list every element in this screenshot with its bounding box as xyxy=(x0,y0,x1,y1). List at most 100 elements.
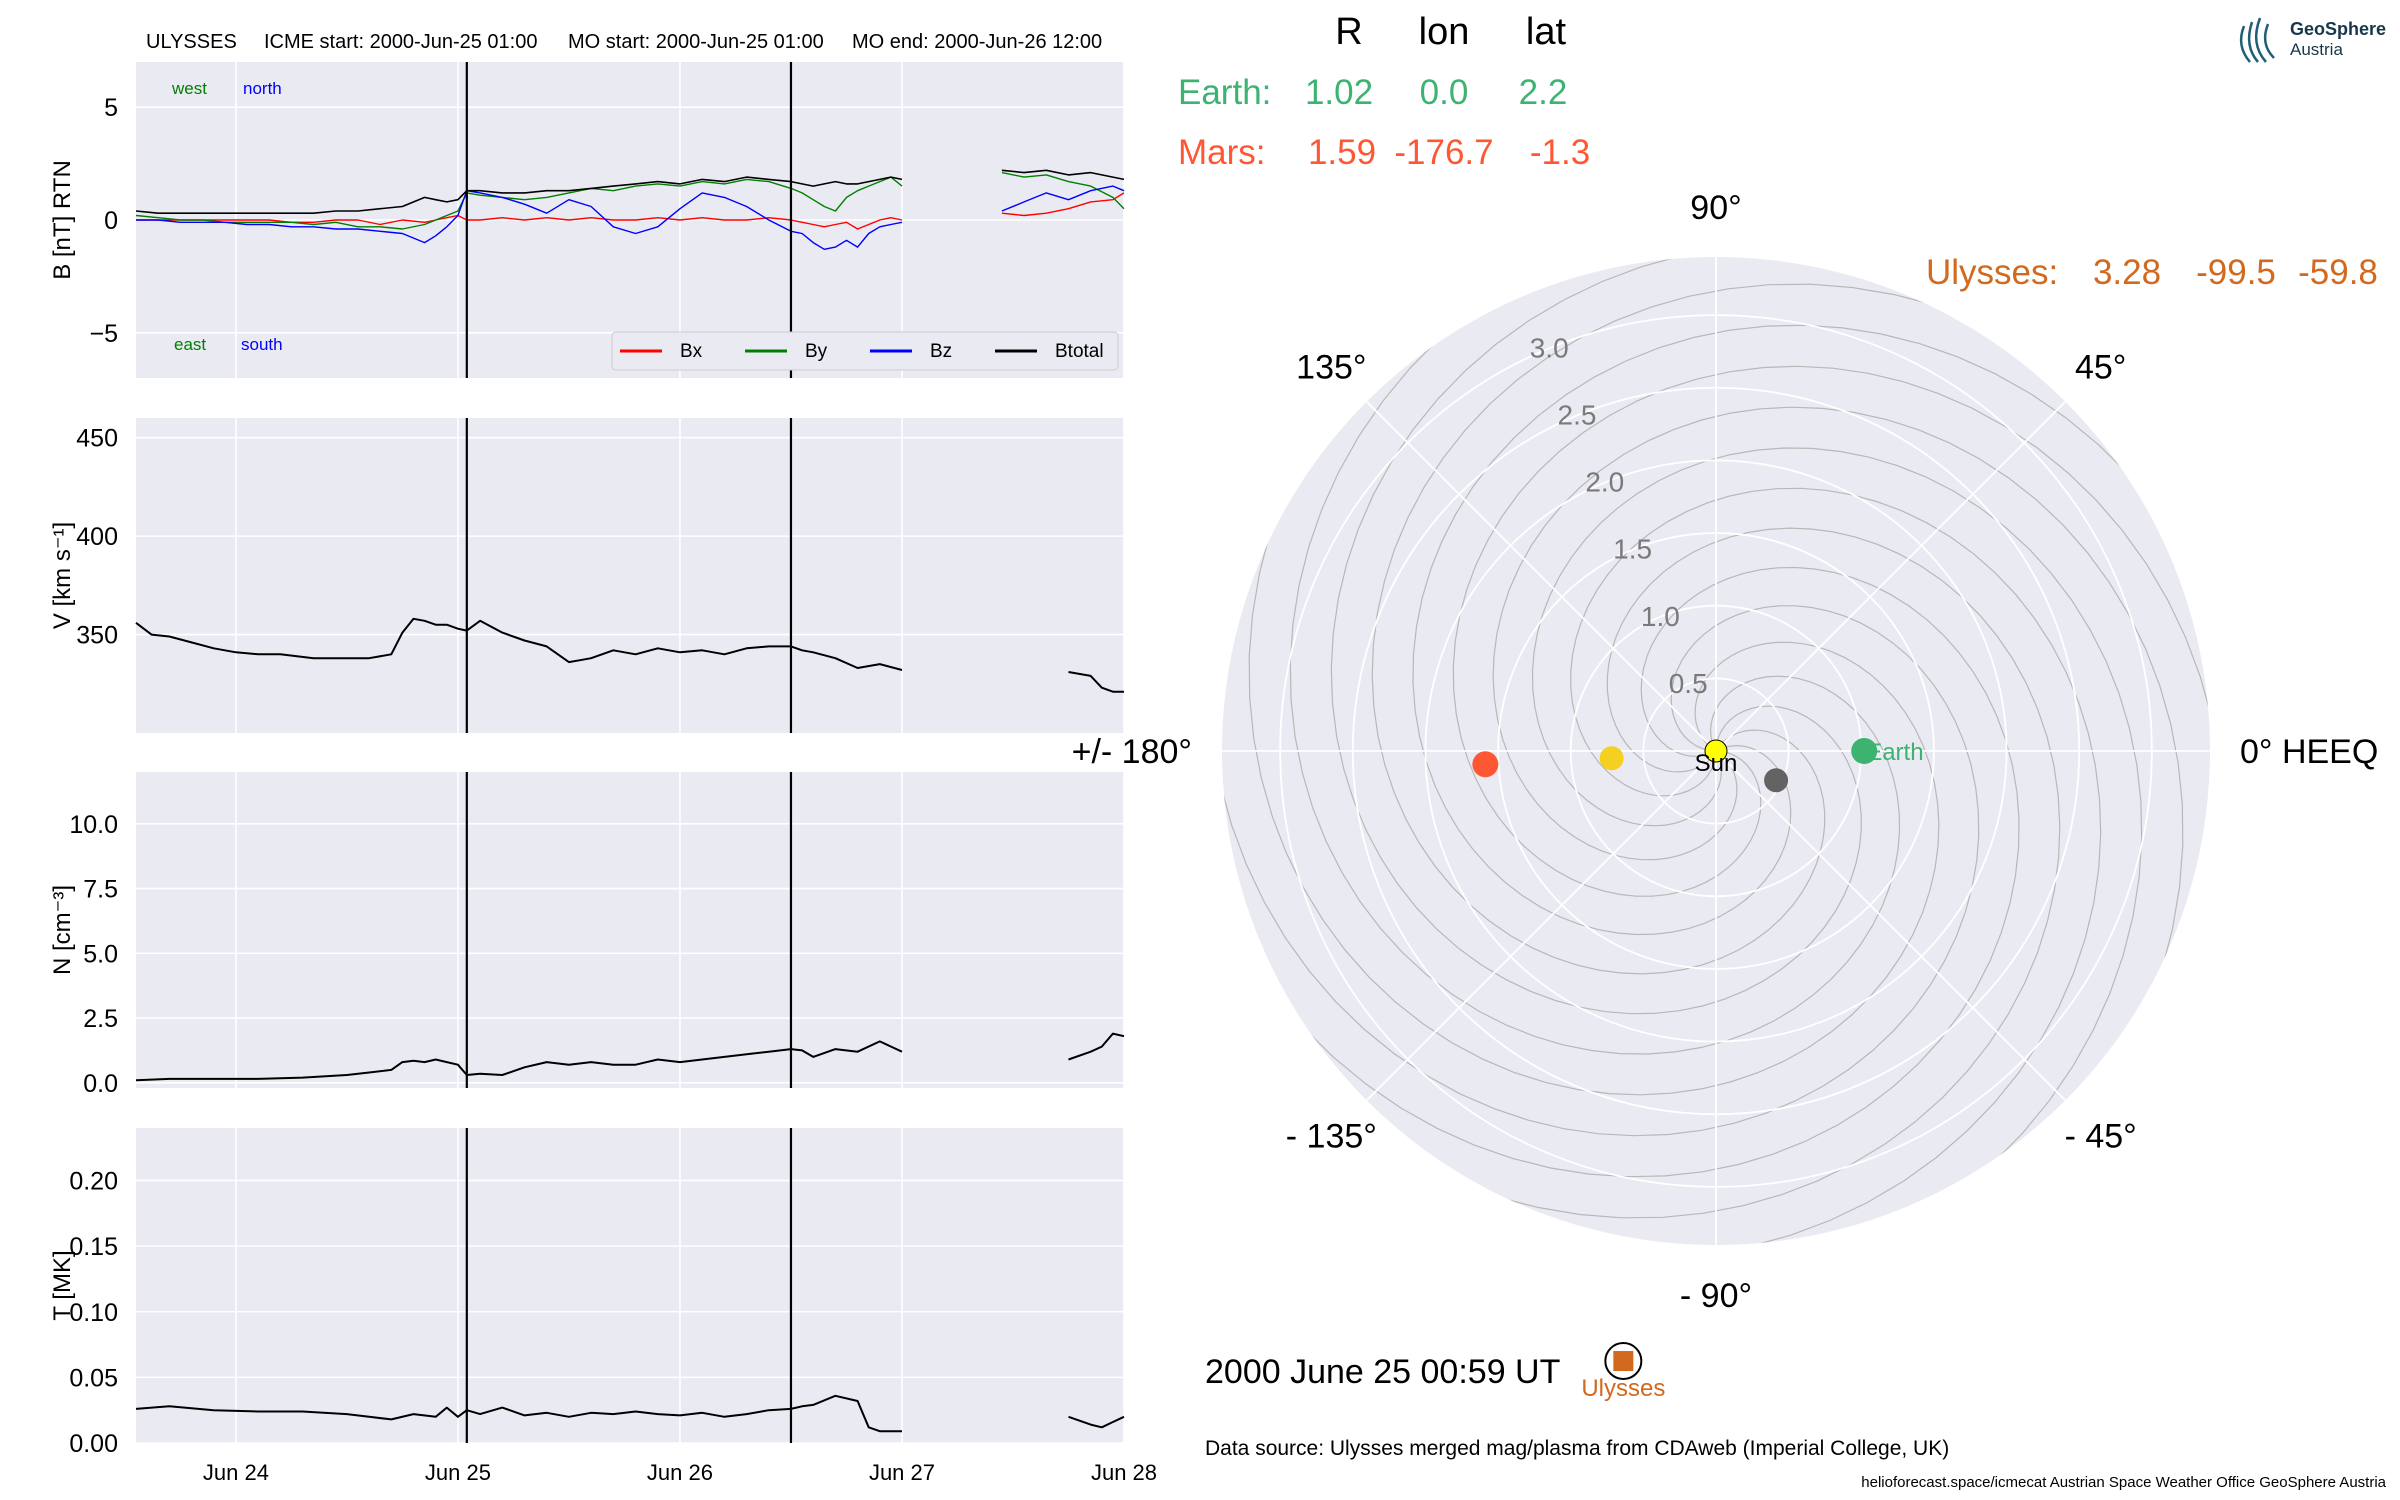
earth-label: Earth xyxy=(1866,739,1923,766)
y-tick-label: 450 xyxy=(76,425,118,453)
series-line-btotal xyxy=(135,169,1125,214)
polar-position-plot: 0.5 1.0 1.5 2.0 2.5 3.0 0° HEEQ 45° 90° 135° +/- 1… xyxy=(1072,189,2379,1402)
data-source: Data source: Ulysses merged mag/plasma f… xyxy=(1205,1437,1949,1460)
venus-marker xyxy=(1599,746,1624,771)
b-field-annotations: west north east south xyxy=(171,79,283,354)
legend-label-btotal: Btotal xyxy=(1055,341,1104,362)
column-header-lon: lon xyxy=(1419,11,1470,53)
readout-earth-r: 1.02 xyxy=(1305,73,1373,112)
ulysses-label: Ulysses xyxy=(1581,1375,1665,1402)
b-field-legend: Bx By Bz Btotal xyxy=(611,331,1119,371)
radial-tick-label: 1.0 xyxy=(1641,601,1680,632)
readout-mars-lat: -1.3 xyxy=(1530,133,1590,172)
readout-ulysses-lat: -59.8 xyxy=(2298,253,2378,292)
x-tick-label: Jun 26 xyxy=(647,1460,713,1485)
ulysses-marker-ring xyxy=(1604,1342,1643,1381)
y-tick-label: 0.0 xyxy=(83,1070,118,1098)
readout-earth-lat: 2.2 xyxy=(1519,73,1568,112)
angle-label: - 45° xyxy=(2065,1118,2137,1156)
panel-background-n xyxy=(136,772,1124,1088)
panel-b: 5 0 −5 B [nT] RTN xyxy=(49,62,1125,378)
logo-text-austria: Austria xyxy=(2290,40,2343,59)
angle-label: - 135° xyxy=(1286,1118,1377,1156)
mo-start-label: MO start: 2000-Jun-25 01:00 xyxy=(568,31,824,53)
y-axis-label-n: N [cm⁻³] xyxy=(49,885,76,975)
x-tick-label: Jun 25 xyxy=(425,1460,491,1485)
annotation-north: north xyxy=(243,79,282,98)
y-axis-label-t: T [MK] xyxy=(49,1250,76,1320)
panel-t: 0.20 0.15 0.10 0.05 0.00 T [MK] Jun 24 Jun 25 Ju… xyxy=(49,1128,1157,1485)
angle-label: 135° xyxy=(1296,348,1366,386)
spiral-field-line xyxy=(1412,324,2210,936)
logo-text-geosphere: GeoSphere xyxy=(2290,19,2386,39)
mars-marker xyxy=(1472,751,1499,778)
readout-earth-lon: 0.0 xyxy=(1420,73,1469,112)
readout-earth-name: Earth: xyxy=(1178,73,1271,112)
mo-end-label: MO end: 2000-Jun-26 12:00 xyxy=(852,31,1102,53)
series-line-by xyxy=(135,171,1125,230)
geosphere-logo: GeoSphere Austria xyxy=(2239,17,2386,63)
position-readout: R lon lat Earth: 1.02 0.0 2.2 Mars: 1.59… xyxy=(1178,11,2378,292)
y-axis-label-v: V [km s⁻¹] xyxy=(49,522,76,629)
readout-mars-lon: -176.7 xyxy=(1394,133,1493,172)
column-header-r: R xyxy=(1335,11,1362,53)
readout-ulysses-name: Ulysses: xyxy=(1926,253,2058,292)
footer-credits: helioforecast.space/icmecat Austrian Spa… xyxy=(1861,1474,2386,1491)
spiral-field-line xyxy=(1222,427,1980,1137)
series-line-t xyxy=(135,1394,1125,1433)
readout-ulysses-lon: -99.5 xyxy=(2196,253,2276,292)
panel-background-t xyxy=(136,1128,1124,1443)
y-axis-label-b: B [nT] RTN xyxy=(49,160,76,280)
x-tick-label: Jun 28 xyxy=(1091,1460,1157,1485)
series-line-v xyxy=(135,617,1124,693)
readout-ulysses-r: 3.28 xyxy=(2093,253,2161,292)
y-tick-label: 5.0 xyxy=(83,940,118,968)
angle-label: 0° HEEQ xyxy=(2240,733,2378,771)
radial-tick-label: 2.0 xyxy=(1585,467,1624,498)
y-tick-label: 7.5 xyxy=(83,876,118,904)
spacecraft-name: ULYSSES xyxy=(146,31,237,53)
spiral-field-line xyxy=(1222,566,2020,1178)
legend-label-by: By xyxy=(805,341,828,362)
panel-n: 10.0 7.5 5.0 2.5 0.0 N [cm⁻³] xyxy=(49,772,1125,1098)
series-line-bz xyxy=(136,185,1125,250)
geosphere-logo-icon xyxy=(2239,17,2275,63)
angular-spoke xyxy=(1366,750,1717,1101)
y-tick-label: 0.10 xyxy=(69,1299,118,1327)
annotation-south: south xyxy=(241,335,283,354)
readout-mars-name: Mars: xyxy=(1178,133,1266,172)
angle-label: +/- 180° xyxy=(1072,733,1192,771)
icme-start-label: ICME start: 2000-Jun-25 01:00 xyxy=(264,31,537,53)
angular-spoke xyxy=(1715,750,2066,1101)
sun-label: Sun xyxy=(1695,750,1738,777)
angle-label: 45° xyxy=(2075,348,2126,386)
y-tick-label: 0 xyxy=(104,207,118,235)
series-line-n xyxy=(135,1032,1125,1082)
x-tick-label: Jun 24 xyxy=(203,1460,269,1485)
readout-row-ulysses: Ulysses: 3.28 -99.5 -59.8 xyxy=(1926,253,2378,292)
timestamp: 2000 June 25 00:59 UT xyxy=(1205,1353,1560,1391)
y-tick-label: 10.0 xyxy=(69,811,118,839)
angular-spoke xyxy=(1715,401,2066,752)
readout-row-mars: Mars: 1.59 -176.7 -1.3 xyxy=(1178,133,1590,172)
spiral-field-line xyxy=(1452,365,2210,1075)
sun-marker xyxy=(1704,739,1728,763)
radial-tick-label: 0.5 xyxy=(1669,668,1708,699)
earth-marker xyxy=(1851,738,1878,764)
event-header: ULYSSES ICME start: 2000-Jun-25 01:00 MO… xyxy=(146,31,1102,53)
spiral-field-line xyxy=(1289,257,1901,1055)
y-tick-label: 400 xyxy=(76,523,118,551)
legend-label-bx: Bx xyxy=(680,341,703,362)
angle-label: - 90° xyxy=(1680,1277,1752,1315)
y-tick-label: 350 xyxy=(76,622,118,650)
spiral-field-line xyxy=(1330,257,2040,1015)
column-header-lat: lat xyxy=(1526,11,1567,53)
panel-background-v xyxy=(136,418,1124,733)
radial-tick-label: 2.5 xyxy=(1558,399,1597,430)
y-tick-label: 0.00 xyxy=(69,1430,118,1458)
y-tick-label: 0.05 xyxy=(69,1364,118,1392)
spiral-field-line xyxy=(1392,487,2102,1245)
